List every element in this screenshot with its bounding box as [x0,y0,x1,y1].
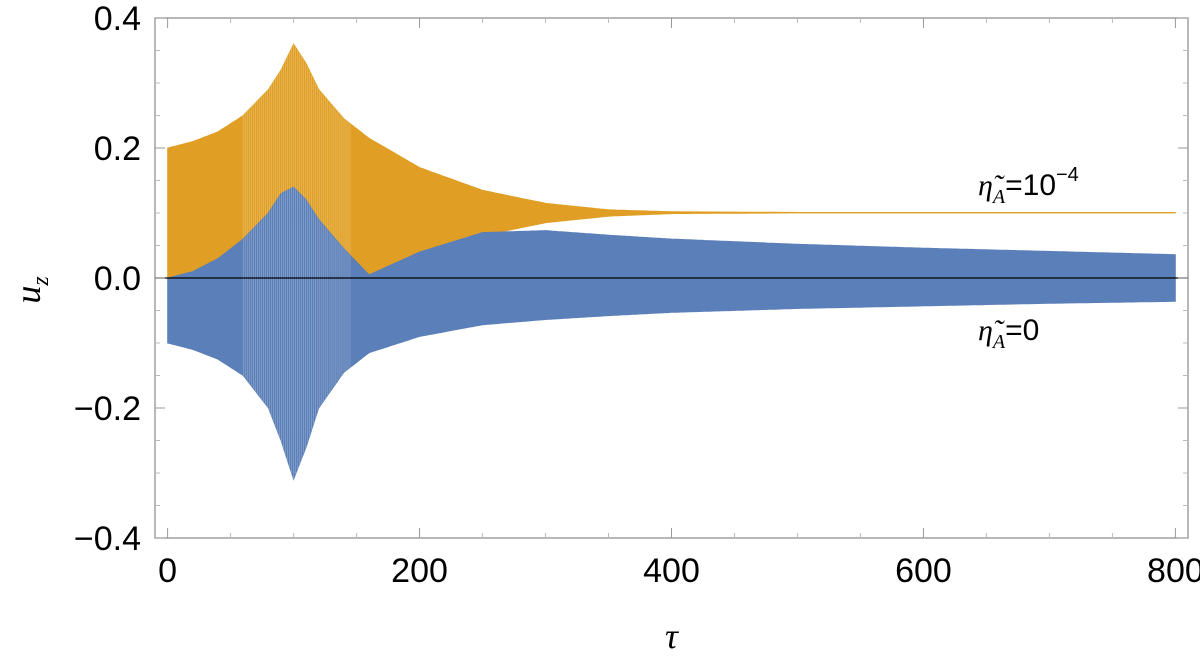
y-tick-label: 0.0 [94,260,141,298]
series-label-0: η̃A=10−4 [978,164,1079,208]
plot-area [167,43,1176,481]
ticks [155,17,1188,539]
series-label-sub: A [991,186,1006,208]
series-1 [167,186,1176,481]
y-axis-title: uz [8,276,54,304]
axes [155,17,1188,539]
y-axis-title-main: u [8,286,48,304]
x-axis-title: τ [665,616,679,656]
x-tick-label: 600 [895,552,952,590]
x-tick-label: 800 [1147,552,1200,590]
series-strands [242,187,351,480]
series-label-1: η̃A=0 [978,314,1039,353]
y-tick-label: 0.2 [94,130,141,168]
x-tick-label: 400 [643,552,700,590]
y-tick-label: −0.2 [74,390,141,428]
series-area [167,186,1176,481]
x-tick-label: 0 [158,552,177,590]
x-tick-label: 200 [391,552,448,590]
y-tick-label: 0.4 [94,0,141,38]
y-axis-title-sub: z [28,276,54,287]
series-label-eq: =10 [1005,169,1056,202]
series-label-sub: A [991,331,1006,353]
y-tick-label: −0.4 [74,520,141,558]
series-strand-lines [242,187,351,480]
series-label-eq: =0 [1005,314,1039,347]
series-label-sup: −4 [1056,164,1079,186]
